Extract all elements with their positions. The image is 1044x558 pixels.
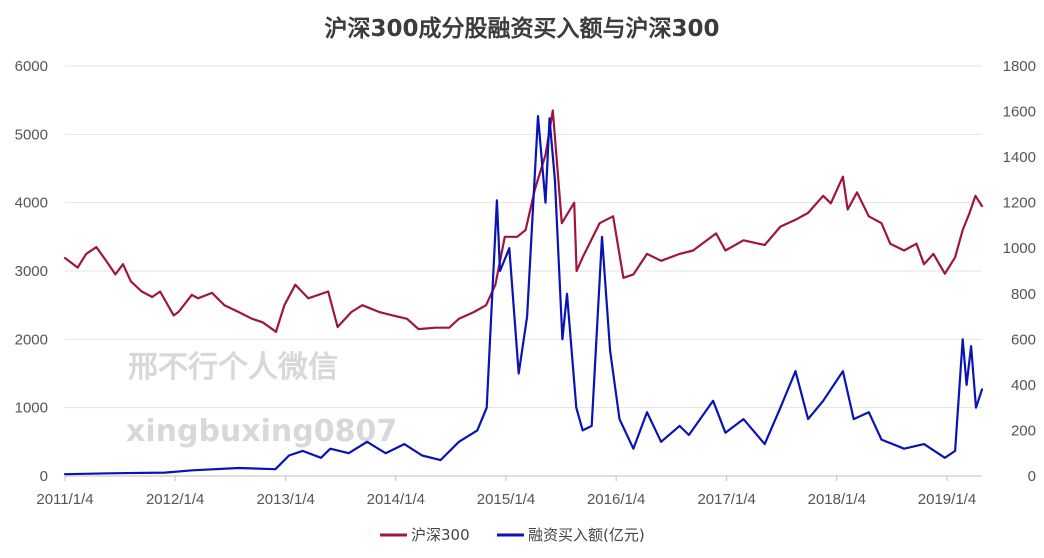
watermark-wechat-id: xingbuxing0807 xyxy=(126,414,397,449)
x-axis: 2011/1/4 2012/1/4 2013/1/4 2014/1/4 2015/1/4… xyxy=(36,476,976,508)
x-tick-label: 2015/1/4 xyxy=(477,491,535,508)
x-tick-label: 2012/1/4 xyxy=(146,491,204,508)
legend-label-1: 沪深300 xyxy=(411,526,470,544)
y-left-tick-label: 2000 xyxy=(15,331,48,348)
x-tick-label: 2019/1/4 xyxy=(918,491,976,508)
y-left-tick-label: 4000 xyxy=(15,195,48,212)
y-right-tick-label: 600 xyxy=(1011,331,1036,348)
x-tick-label: 2013/1/4 xyxy=(256,491,314,508)
y-left-tick-label: 1000 xyxy=(15,400,48,417)
y-right-tick-label: 200 xyxy=(1011,422,1036,439)
y-right-tick-label: 1200 xyxy=(1003,195,1036,212)
y-right-tick-label: 0 xyxy=(1028,468,1036,485)
series-line-2 xyxy=(63,114,984,476)
x-tick-label: 2016/1/4 xyxy=(587,491,645,508)
y-axis-right: 0 200 400 600 800 1000 1200 1400 1600 1800 xyxy=(1003,58,1036,485)
y-right-tick-label: 400 xyxy=(1011,377,1036,394)
chart-title: 沪深300成分股融资买入额与沪深300 xyxy=(324,15,719,42)
y-left-tick-label: 6000 xyxy=(15,58,48,75)
y-left-tick-label: 5000 xyxy=(15,126,48,143)
y-right-tick-label: 1800 xyxy=(1003,58,1036,75)
y-right-tick-label: 1000 xyxy=(1003,240,1036,257)
y-axis-left: 0 1000 2000 3000 4000 5000 6000 xyxy=(15,58,48,485)
x-tick-label: 2011/1/4 xyxy=(36,491,93,508)
y-left-tick-label: 3000 xyxy=(15,263,48,280)
y-right-tick-label: 800 xyxy=(1011,286,1036,303)
y-left-tick-label: 0 xyxy=(40,468,48,485)
legend: 沪深300 融资买入额(亿元) xyxy=(380,526,645,544)
y-right-tick-label: 1600 xyxy=(1003,104,1036,121)
x-tick-label: 2017/1/4 xyxy=(697,491,755,508)
watermark-wechat-name: 邢不行个人微信 xyxy=(128,350,338,385)
series-line-1 xyxy=(63,109,984,333)
legend-label-2: 融资买入额(亿元) xyxy=(528,526,645,544)
y-right-tick-label: 1400 xyxy=(1003,149,1036,166)
series-layer xyxy=(63,109,984,476)
x-tick-label: 2018/1/4 xyxy=(808,491,866,508)
x-tick-label: 2014/1/4 xyxy=(367,491,425,508)
